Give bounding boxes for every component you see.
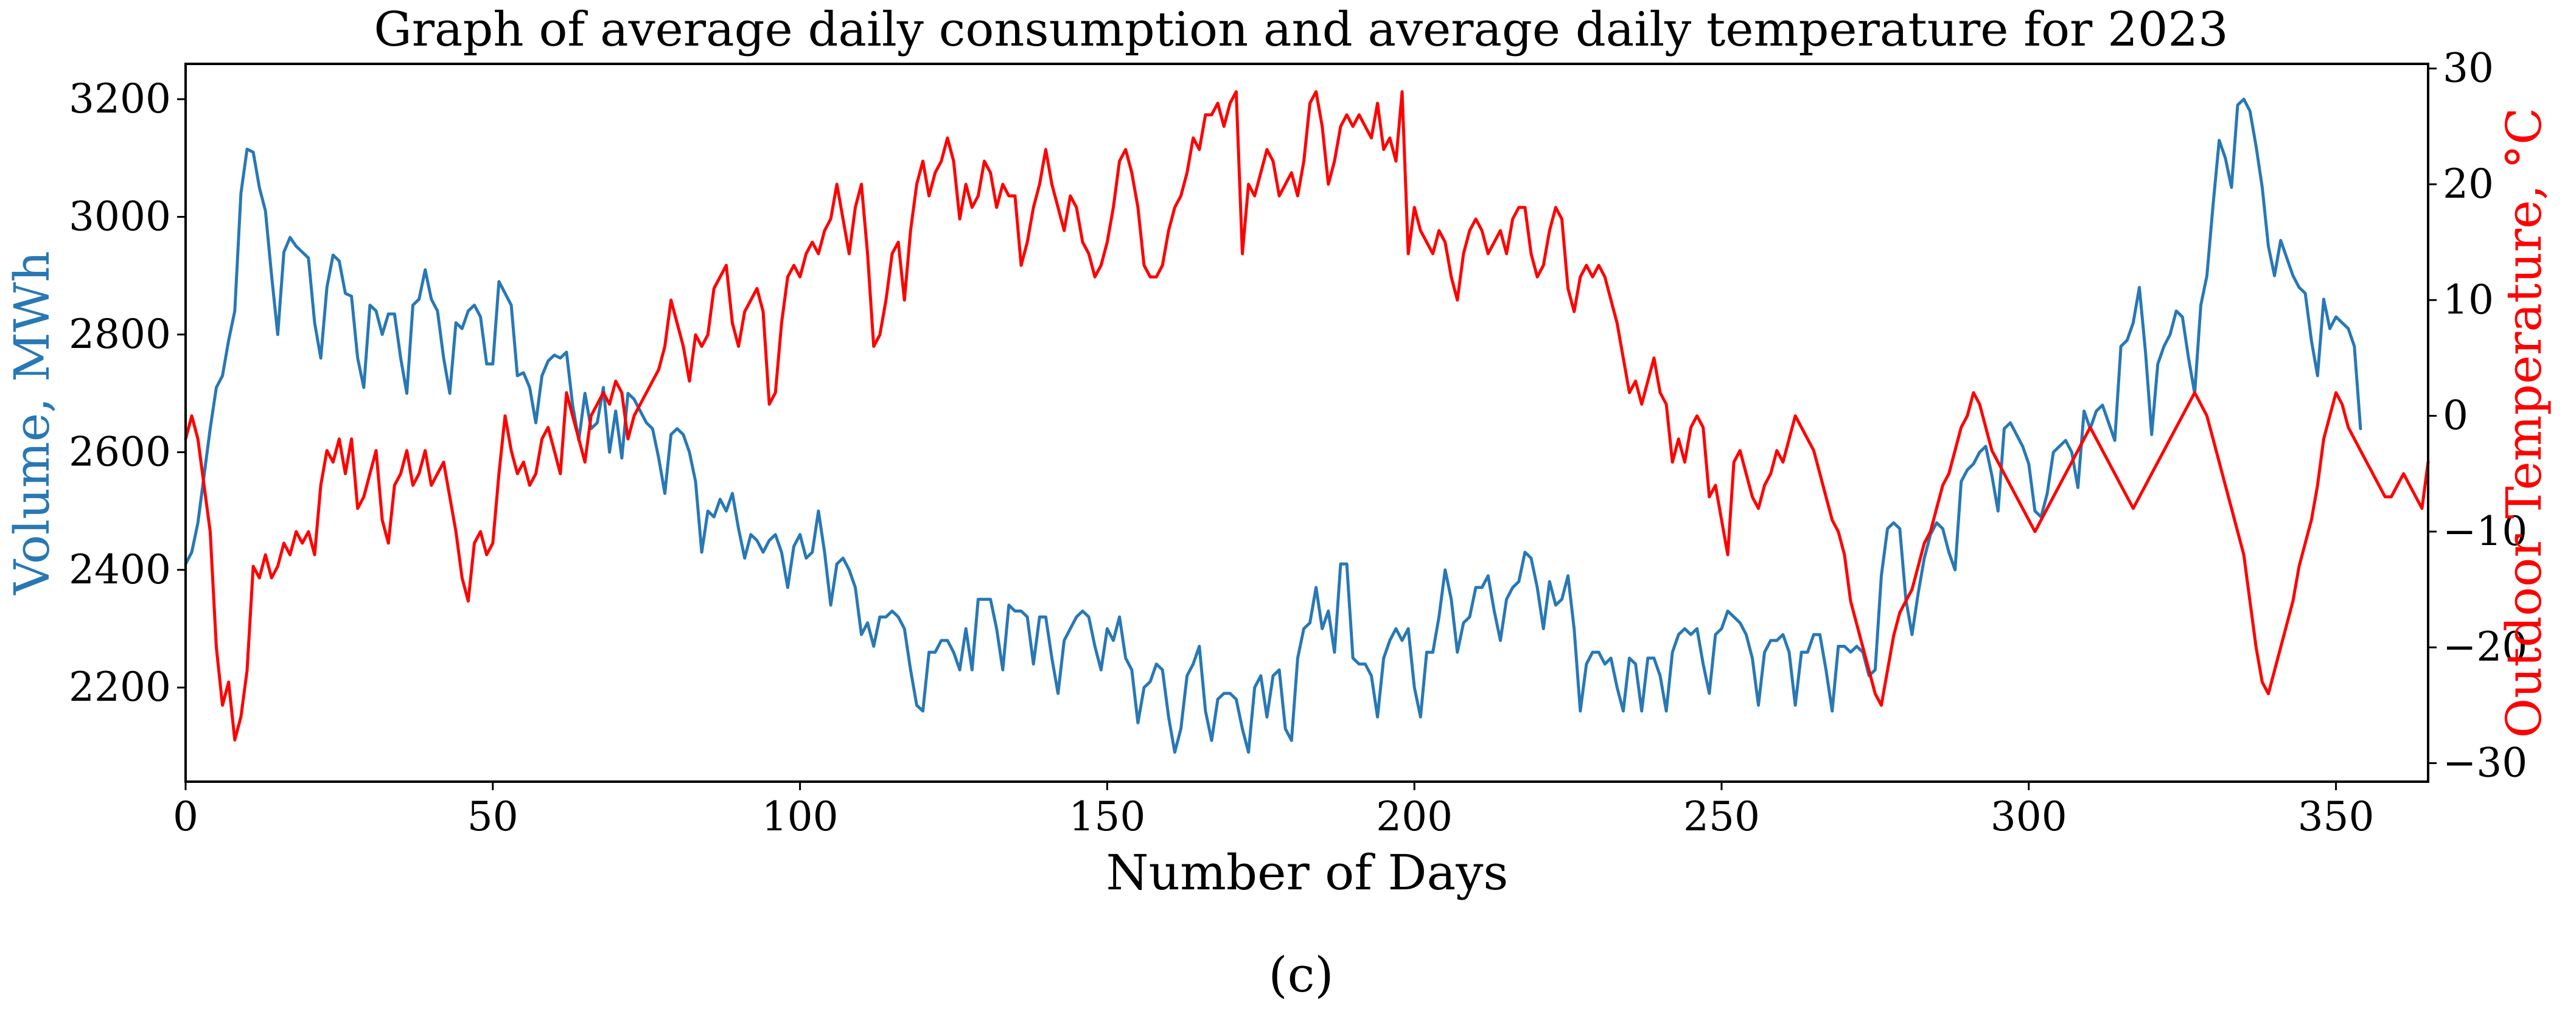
right-y-tick-label: −20 xyxy=(2443,624,2527,670)
x-tick-label: 300 xyxy=(1991,793,2067,840)
temperature-series-line xyxy=(184,90,2430,742)
left-y-tick-label: 2800 xyxy=(69,311,171,358)
x-axis-ticks: 0 50 100 150 200 250 300 350 xyxy=(173,782,2375,840)
left-y-tick-label: 2600 xyxy=(69,428,171,475)
consumption-series-line xyxy=(184,97,2362,754)
x-tick-label: 50 xyxy=(467,793,518,840)
right-y-tick-label: 20 xyxy=(2443,161,2494,207)
x-axis-label: Number of Days xyxy=(1106,844,1509,901)
x-tick-label: 100 xyxy=(762,793,839,840)
right-y-tick-label: 30 xyxy=(2443,45,2494,92)
x-tick-label: 200 xyxy=(1376,793,1453,840)
x-tick-label: 350 xyxy=(2298,793,2375,840)
x-tick-label: 150 xyxy=(1069,793,1145,840)
right-y-axis-ticks: −30 −20 −10 0 10 20 30 xyxy=(2428,45,2527,787)
series-layer xyxy=(184,90,2430,754)
right-y-tick-label: 10 xyxy=(2443,276,2494,323)
plot-frame xyxy=(184,63,2429,783)
left-y-tick-label: 2200 xyxy=(69,664,171,710)
right-y-tick-label: 0 xyxy=(2443,392,2468,439)
left-y-axis-label: Volume, MWh xyxy=(4,251,60,595)
figure-caption: (c) xyxy=(1268,947,1333,1003)
left-y-tick-label: 3200 xyxy=(69,75,171,122)
chart-title: Graph of average daily consumption and a… xyxy=(374,2,2228,57)
left-y-axis-ticks: 2200 2400 2600 2800 3000 3200 xyxy=(69,75,186,710)
right-y-axis-label: Outdoor Temperature, °C xyxy=(2496,108,2552,738)
right-y-tick-label: −10 xyxy=(2443,508,2527,555)
x-tick-label: 250 xyxy=(1683,793,1760,840)
left-y-tick-label: 3000 xyxy=(69,193,171,240)
right-y-tick-label: −30 xyxy=(2443,740,2527,787)
x-tick-label: 0 xyxy=(173,793,198,840)
left-y-tick-label: 2400 xyxy=(69,546,171,593)
